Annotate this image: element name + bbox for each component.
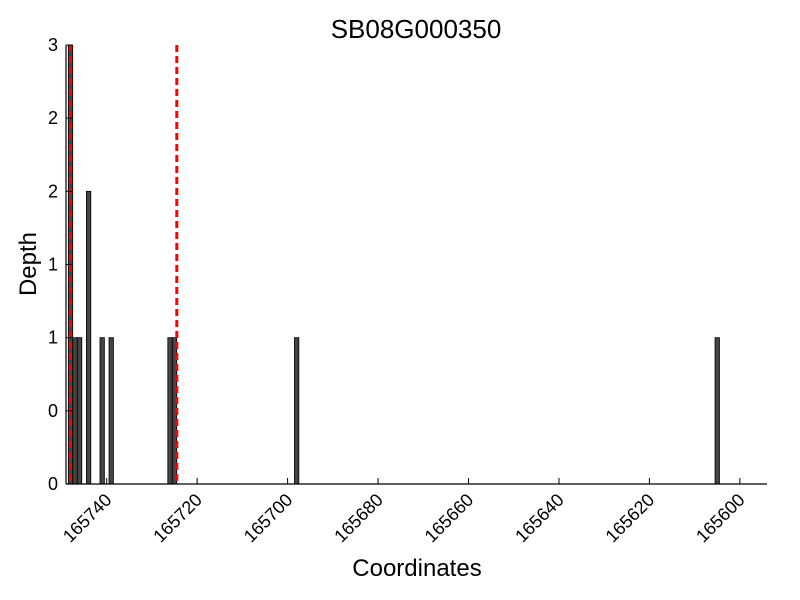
depth-bar-4 [99, 337, 105, 485]
depth-bar-8 [294, 337, 300, 485]
y-tick-label-6: 3 [48, 35, 58, 55]
y-tick-label-0: 0 [48, 474, 58, 494]
x-tick-label-4: 165660 [421, 490, 478, 547]
x-tick-label-1: 165720 [149, 490, 206, 547]
x-axis-title: Coordinates [352, 555, 481, 582]
y-tick-label-2: 1 [48, 328, 58, 348]
depth-bar-6 [167, 337, 173, 485]
axes-layer: 0 0 1 1 2 2 3 165740 165720 165700 165680 165660 165… [48, 35, 767, 546]
x-tick-label-2: 165700 [240, 490, 297, 547]
depth-bar-3 [86, 190, 92, 485]
x-tick-label-7: 165600 [692, 490, 749, 547]
depth-bar-2 [76, 337, 83, 485]
depth-bar-5 [108, 337, 114, 485]
depth-bar-9 [714, 337, 720, 485]
y-axis-title: Depth [15, 232, 42, 296]
y-tick-label-4: 2 [48, 181, 58, 201]
x-tick-label-5: 165640 [511, 490, 568, 547]
x-tick-label-6: 165620 [602, 490, 659, 547]
y-tick-label-5: 2 [48, 108, 58, 128]
bars-layer [67, 44, 720, 485]
depth-bar-1 [72, 337, 78, 485]
chart-title: SB08G000350 [331, 14, 502, 44]
x-tick-label-3: 165680 [330, 490, 387, 547]
y-tick-label-3: 1 [48, 255, 58, 275]
x-tick-label-0: 165740 [59, 490, 116, 547]
y-tick-label-1: 0 [48, 401, 58, 421]
